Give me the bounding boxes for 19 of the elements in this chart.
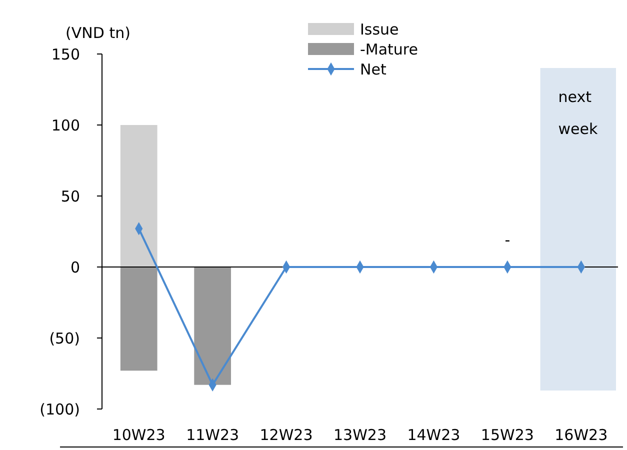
legend-label: Net (360, 60, 386, 78)
annotation: - (504, 231, 510, 249)
band-label: next week (558, 88, 598, 138)
x-tick-label: 16W23 (554, 426, 608, 444)
x-tick-label: 12W23 (260, 426, 313, 444)
y-tick-label: 0 (70, 258, 80, 276)
y-tick-label: (50) (49, 329, 80, 348)
y-tick-label: 100 (51, 116, 80, 134)
x-tick-label: 11W23 (186, 426, 240, 444)
y-tick-label: 150 (51, 45, 80, 64)
x-tick-label: 15W23 (480, 426, 534, 444)
y-tick-label: (100) (40, 400, 80, 418)
x-tick-label: 14W23 (407, 426, 460, 444)
x-tick-label: 13W23 (333, 426, 387, 444)
y-axis-title: (VND tn) (66, 24, 130, 42)
legend-label: Issue (360, 20, 399, 38)
y-tick-label: 50 (60, 187, 80, 206)
legend-label: -Mature (360, 40, 418, 58)
x-tick-label: 10W23 (112, 426, 166, 444)
